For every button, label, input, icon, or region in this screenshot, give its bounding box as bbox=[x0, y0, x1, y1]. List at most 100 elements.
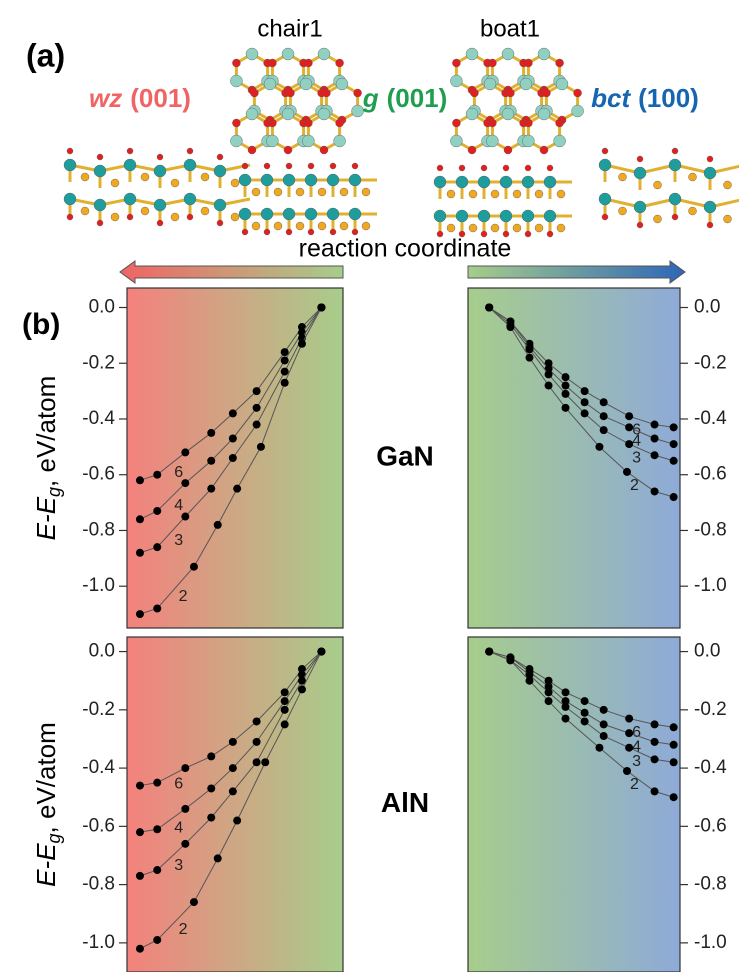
data-point bbox=[213, 520, 222, 529]
atom bbox=[499, 175, 513, 189]
data-point bbox=[207, 752, 216, 761]
atom bbox=[452, 58, 461, 68]
y-axis-label-part: g bbox=[44, 833, 64, 843]
data-point bbox=[228, 787, 237, 796]
data-point bbox=[599, 720, 608, 729]
atom bbox=[304, 207, 318, 221]
atom bbox=[501, 47, 515, 61]
atom bbox=[333, 134, 346, 148]
series-label: 3 bbox=[174, 532, 183, 549]
atom bbox=[470, 88, 479, 98]
structure-label: chair1 bbox=[257, 15, 322, 42]
y-tick-label: -0.2 bbox=[694, 699, 727, 720]
atom bbox=[521, 209, 535, 223]
data-point bbox=[561, 403, 570, 412]
series-label: 2 bbox=[630, 776, 639, 793]
atom bbox=[436, 164, 444, 172]
data-point bbox=[650, 487, 659, 496]
data-point bbox=[650, 787, 659, 796]
data-point bbox=[544, 682, 553, 691]
data-point bbox=[544, 676, 553, 685]
data-point bbox=[525, 676, 534, 685]
data-point bbox=[625, 423, 634, 432]
data-point bbox=[280, 356, 289, 365]
material-label: AlN bbox=[381, 787, 429, 818]
atom bbox=[668, 192, 682, 206]
plot-area bbox=[467, 287, 681, 629]
atom bbox=[268, 118, 277, 128]
atom bbox=[524, 230, 532, 238]
atom bbox=[230, 74, 243, 88]
data-point bbox=[181, 804, 190, 813]
data-point bbox=[280, 697, 289, 706]
atom bbox=[671, 147, 679, 155]
atom bbox=[245, 107, 259, 121]
atom bbox=[668, 158, 682, 172]
data-point bbox=[181, 839, 190, 848]
data-point bbox=[650, 720, 659, 729]
atom bbox=[216, 219, 224, 227]
atom bbox=[66, 147, 74, 155]
atom bbox=[200, 172, 210, 182]
atom bbox=[534, 223, 544, 233]
data-point bbox=[580, 387, 589, 396]
atom bbox=[317, 107, 331, 121]
phase-name: bct bbox=[591, 83, 631, 113]
atom bbox=[304, 118, 313, 128]
y-tick-label: -0.2 bbox=[694, 352, 727, 373]
atom bbox=[524, 164, 532, 172]
y-tick-label: 0.0 bbox=[694, 641, 720, 662]
data-point bbox=[669, 793, 678, 802]
atom bbox=[63, 192, 77, 206]
atom bbox=[322, 88, 331, 98]
data-point bbox=[228, 454, 237, 462]
atom bbox=[153, 164, 167, 178]
atom bbox=[458, 164, 466, 172]
y-tick-label: -1.0 bbox=[694, 932, 727, 953]
atom bbox=[329, 162, 337, 170]
data-point bbox=[544, 359, 553, 368]
atom bbox=[250, 88, 259, 98]
atom bbox=[80, 172, 90, 182]
data-point bbox=[207, 484, 216, 493]
y-tick-label: -0.2 bbox=[82, 352, 115, 373]
data-point bbox=[599, 732, 608, 741]
atom bbox=[618, 172, 627, 182]
data-point bbox=[669, 423, 678, 432]
atom bbox=[295, 221, 305, 231]
data-point bbox=[153, 506, 162, 515]
data-point bbox=[669, 758, 678, 767]
atom bbox=[537, 107, 551, 121]
data-point bbox=[525, 345, 534, 354]
series-label: 6 bbox=[632, 724, 641, 741]
atom bbox=[335, 118, 344, 128]
data-point bbox=[595, 743, 604, 752]
data-point bbox=[317, 647, 326, 656]
atom bbox=[266, 134, 279, 148]
atom bbox=[156, 219, 164, 227]
series-line bbox=[488, 307, 674, 428]
atom bbox=[653, 180, 662, 190]
atom bbox=[317, 221, 327, 231]
atom bbox=[93, 164, 107, 178]
atom bbox=[238, 173, 252, 187]
data-point bbox=[506, 656, 515, 665]
data-point bbox=[228, 764, 237, 773]
atom bbox=[598, 192, 612, 206]
atom bbox=[110, 212, 120, 222]
atom bbox=[123, 158, 137, 172]
atom bbox=[688, 206, 697, 216]
atom bbox=[351, 104, 364, 118]
atom bbox=[335, 58, 344, 68]
atom bbox=[524, 58, 533, 68]
data-point bbox=[580, 697, 589, 706]
atom bbox=[446, 223, 456, 233]
atom bbox=[282, 207, 296, 221]
atom bbox=[499, 209, 513, 223]
data-point bbox=[135, 828, 144, 837]
atom bbox=[633, 166, 647, 180]
data-point bbox=[669, 440, 678, 449]
data-point bbox=[669, 493, 678, 502]
atom bbox=[490, 189, 500, 199]
series-line bbox=[488, 307, 674, 445]
